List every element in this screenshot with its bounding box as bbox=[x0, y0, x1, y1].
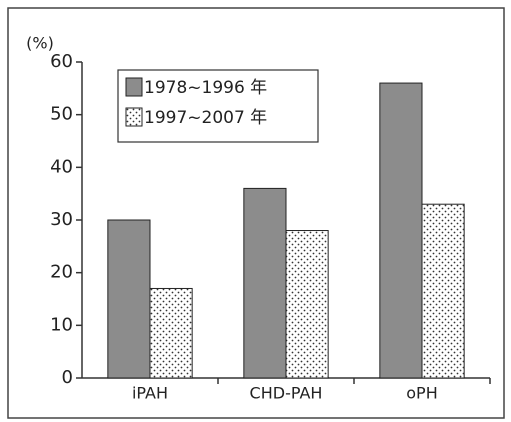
bar bbox=[243, 187, 287, 379]
y-tick-label: 40 bbox=[50, 156, 73, 177]
y-tick-label: 0 bbox=[62, 367, 73, 388]
bar bbox=[149, 287, 193, 379]
bar bbox=[379, 82, 423, 379]
legend-box bbox=[117, 69, 319, 143]
y-tick-label: 30 bbox=[50, 209, 73, 230]
x-tick-label: oPH bbox=[406, 384, 437, 403]
legend-label: 1978~1996 年 bbox=[144, 78, 267, 98]
y-tick-label: 20 bbox=[50, 262, 73, 283]
x-tick-label: CHD-PAH bbox=[250, 384, 323, 403]
legend-label: 1997~2007 年 bbox=[144, 108, 267, 128]
y-axis-label: (%) bbox=[26, 34, 54, 53]
x-tick-label: iPAH bbox=[132, 384, 168, 403]
y-tick-label: 60 bbox=[50, 51, 73, 72]
bar bbox=[107, 219, 151, 379]
legend-swatch bbox=[125, 107, 143, 127]
y-tick-label: 50 bbox=[50, 104, 73, 125]
frame bbox=[7, 7, 505, 419]
legend-swatch bbox=[125, 77, 143, 97]
bar bbox=[285, 230, 329, 379]
y-tick-label: 10 bbox=[50, 314, 73, 335]
bar bbox=[421, 203, 465, 379]
